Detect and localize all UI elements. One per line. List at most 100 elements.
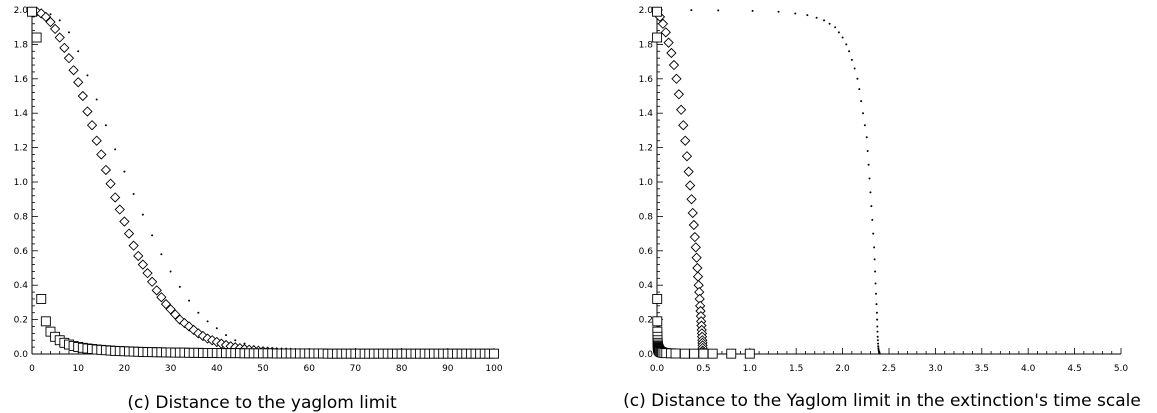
data-point-dot [876, 335, 879, 338]
x-tick-label: 5.0 [1114, 364, 1129, 374]
x-tick-label: 2.5 [882, 364, 896, 374]
data-point-dot [86, 74, 89, 77]
data-point-diamond [91, 135, 102, 146]
y-tick-label: 1.4 [639, 109, 654, 119]
data-point-diamond [170, 309, 181, 320]
data-point-square [744, 348, 755, 359]
data-point-diamond [86, 120, 98, 131]
data-point-square [31, 32, 42, 43]
x-tick-label: 1.5 [789, 364, 803, 374]
data-point-dot [848, 50, 851, 53]
x-tick-label: 10 [72, 364, 84, 374]
x-tick-label: 4.0 [1021, 364, 1036, 374]
y-tick-label: 1.6 [639, 75, 654, 85]
data-point-diamond [68, 65, 79, 76]
data-point-diamond [666, 47, 677, 59]
data-point-square [652, 6, 662, 17]
data-point-diamond [160, 298, 172, 310]
data-point-square [652, 316, 663, 327]
data-point-diamond [675, 104, 687, 115]
data-point-diamond [678, 120, 689, 131]
data-point-square [27, 6, 37, 17]
data-point-dot [815, 16, 818, 19]
data-point-dot [67, 31, 70, 34]
data-point-dot [160, 253, 163, 256]
data-point-dot [876, 339, 879, 342]
data-point-dot [872, 232, 875, 235]
data-point-dot [869, 191, 872, 194]
chart-panel-yaglom-limit: 0 10 20 30 40 50 60 70 80 90 100 0.0 0.2 0.4 0.6 0.8 1.0… [14, 6, 503, 374]
data-point-dot [123, 170, 126, 173]
x-tick-label: 20 [119, 364, 131, 374]
data-point-diamond [63, 53, 75, 64]
data-point-diamond [690, 242, 701, 253]
data-point-diamond [687, 207, 698, 219]
data-point-diamond [119, 216, 130, 227]
data-point-dot [751, 9, 754, 12]
data-point-dot [860, 100, 863, 103]
data-point-dot [132, 193, 135, 196]
y-tick-label: 1.6 [14, 75, 29, 85]
x-tick-label: 50 [257, 364, 269, 374]
data-point-diamond [663, 37, 674, 48]
data-point-diamond [105, 178, 116, 189]
data-point-dot [876, 318, 879, 321]
data-point-diamond [36, 8, 47, 19]
x-tick-label: 30 [165, 364, 177, 374]
data-point-diamond [142, 268, 153, 279]
data-point-dot [866, 150, 869, 153]
data-point-diamond [96, 149, 107, 160]
data-point-dot [875, 303, 878, 306]
data-point-dot [114, 148, 117, 151]
data-point-dot [828, 22, 831, 25]
data-point-dot [867, 163, 870, 166]
data-point-dot [870, 205, 873, 208]
x-tick-label: 3.0 [928, 364, 943, 374]
data-point-dot [877, 342, 880, 345]
y-tick-label: 1.4 [14, 109, 29, 119]
data-point-diamond [689, 231, 700, 243]
data-point-dot [806, 14, 809, 17]
data-point-diamond [165, 304, 176, 315]
data-point-diamond [683, 166, 694, 177]
data-point-diamond [151, 285, 162, 296]
data-point-dot [850, 58, 853, 61]
data-point-dot [862, 112, 865, 115]
data-point-dot [141, 213, 144, 216]
y-tick-label: 0.6 [639, 247, 654, 257]
data-point-dot [197, 311, 200, 314]
x-tick-label: 90 [442, 364, 454, 374]
data-point-diamond [128, 240, 139, 251]
y-tick-label: 1.0 [14, 178, 29, 188]
data-point-square [707, 348, 718, 359]
data-point-diamond [137, 259, 149, 270]
data-point-square [670, 348, 681, 359]
data-point-dot [690, 9, 693, 12]
y-tick-label: 1.2 [639, 144, 653, 154]
data-point-dot [225, 334, 228, 337]
data-point-dot [206, 320, 209, 323]
data-point-diamond [59, 42, 70, 53]
data-point-dot [856, 77, 859, 80]
data-point-dot [871, 218, 874, 221]
data-point-dot [823, 19, 826, 22]
data-point-dot [876, 330, 879, 333]
data-point-diamond [686, 194, 697, 205]
data-point-dot [95, 98, 98, 101]
data-point-diamond [40, 11, 51, 23]
data-point-dot [874, 282, 877, 285]
data-point-diamond [691, 252, 702, 263]
x-tick-label: 4.5 [1067, 364, 1081, 374]
data-point-diamond [45, 16, 56, 28]
data-point-diamond [657, 18, 669, 29]
data-point-dot [104, 124, 107, 127]
data-point-diamond [692, 271, 704, 282]
data-point-diamond [688, 219, 699, 231]
data-point-diamond [146, 276, 158, 287]
x-tick-label: 3.5 [975, 364, 989, 374]
y-tick-label: 0.4 [639, 281, 654, 291]
data-point-dot [77, 50, 80, 53]
data-point-dot [875, 292, 878, 295]
data-point-square [40, 316, 51, 327]
